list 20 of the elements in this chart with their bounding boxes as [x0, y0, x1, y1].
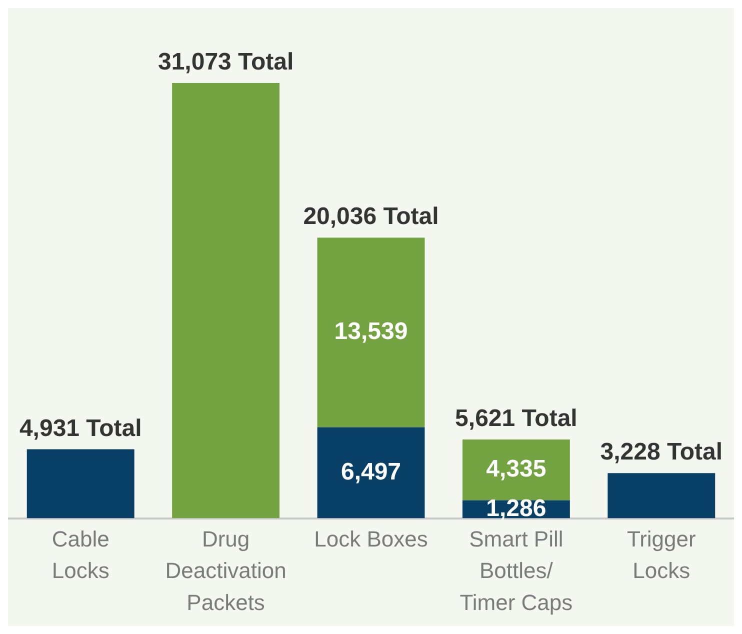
total-label: 31,073 Total [158, 48, 294, 76]
bar [608, 473, 716, 518]
x-tick-label: Cable Locks [52, 526, 110, 584]
x-tick-label: Lock Boxes [314, 526, 428, 552]
data-label: 1,286 [486, 494, 546, 522]
bar [462, 440, 570, 500]
data-label: 13,539 [334, 318, 408, 346]
total-label: 5,621 Total [455, 405, 578, 432]
total-label: 20,036 Total [303, 203, 439, 230]
bar [317, 238, 425, 428]
x-tick-label: Drug Deactivation Packets [165, 526, 286, 616]
x-tick-label: Trigger Locks [626, 526, 696, 584]
data-label: 6,497 [340, 458, 402, 486]
bar [26, 449, 134, 518]
data-label: 4,335 [486, 456, 546, 483]
total-label: 4,931 Total [19, 414, 142, 442]
bar [172, 83, 280, 518]
x-tick-label: Smart Pill Bottles/ Timer Caps [460, 526, 573, 616]
bar [317, 427, 425, 518]
total-label: 3,228 Total [600, 438, 723, 466]
